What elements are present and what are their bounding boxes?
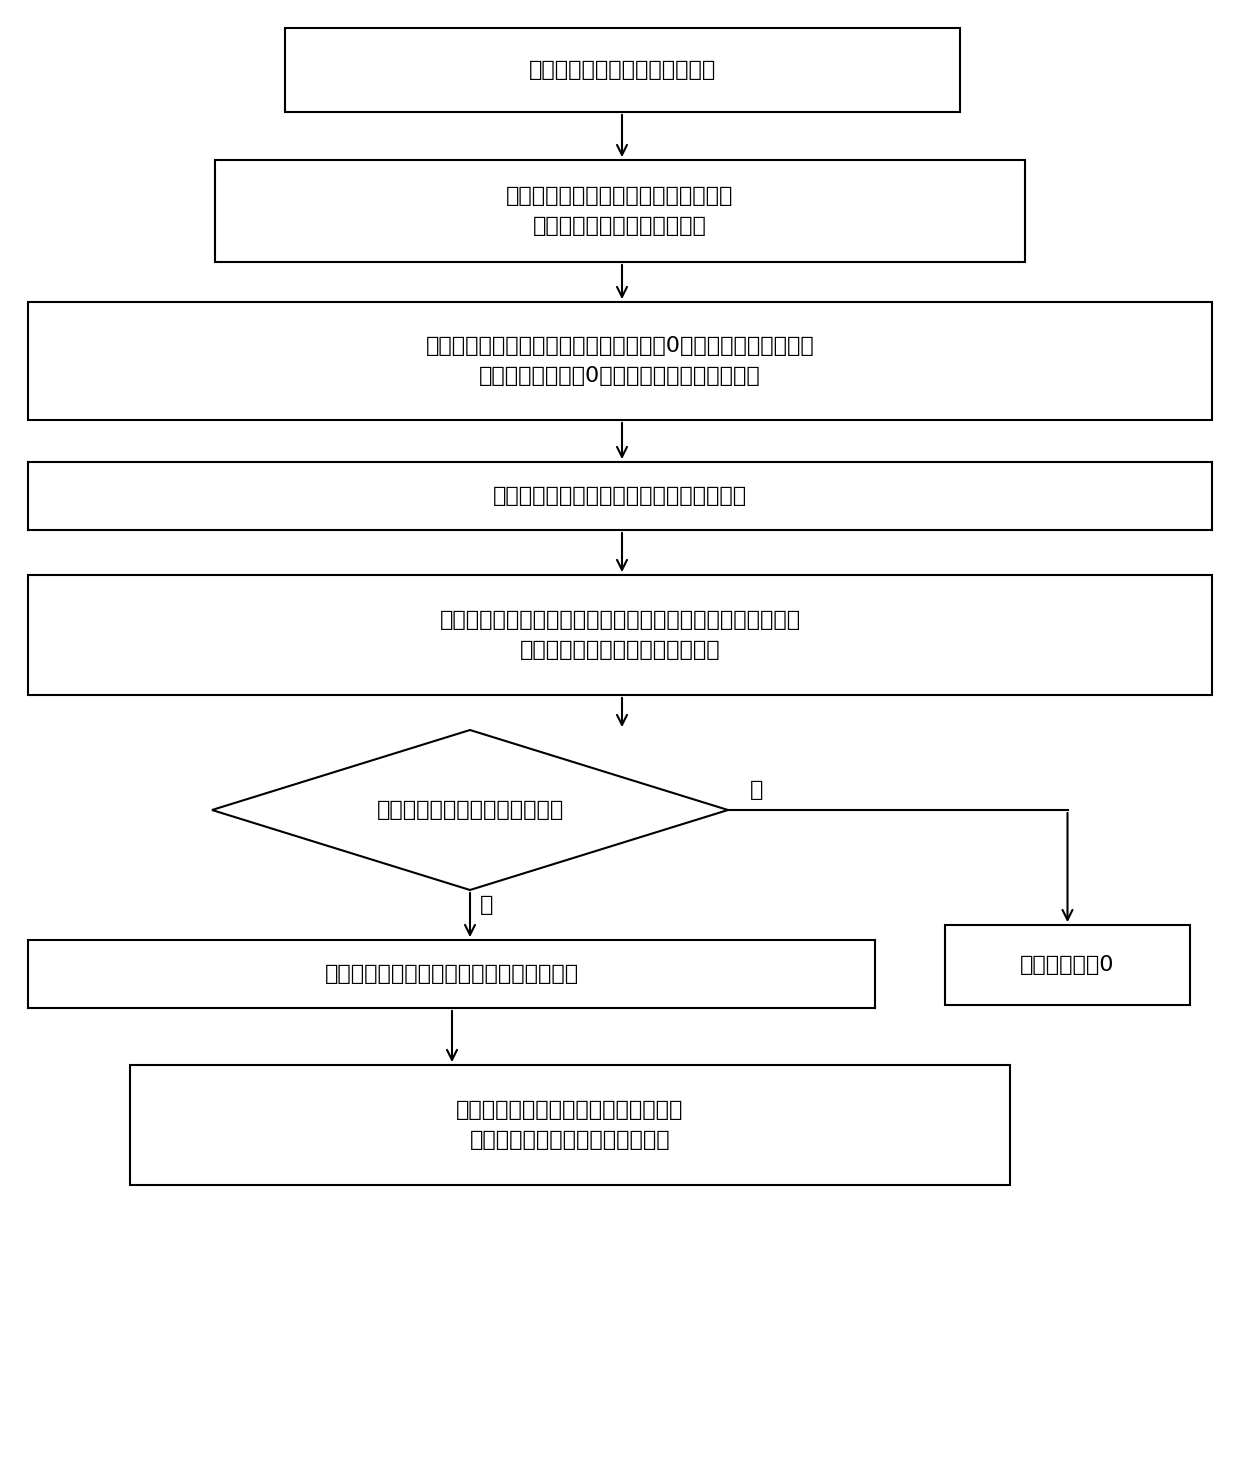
Text: 判断汽车防溜车功能是否能启动: 判断汽车防溜车功能是否能启动 (377, 800, 564, 819)
Text: 根据转速偏差和加速度偏差获取防溜坡扭矩: 根据转速偏差和加速度偏差获取防溜坡扭矩 (325, 964, 579, 985)
Text: 将电机转速的低频信号与设定的电机转速0区间范围值进行比较，
获取不在电机转速0区间范围内的第一电机转速: 将电机转速的低频信号与设定的电机转速0区间范围值进行比较， 获取不在电机转速0区… (425, 336, 815, 386)
Text: 将防溜坡扭矩与汽车当前制动扭矩进行
比较，输出补偿扭矩以使汽车驻停: 将防溜坡扭矩与汽车当前制动扭矩进行 比较，输出补偿扭矩以使汽车驻停 (456, 1100, 683, 1150)
Bar (945, 925, 1190, 1005)
Text: 否: 否 (750, 780, 764, 800)
Text: 将车速与第一电机转速比较得出转速偏差，将车辆加速度与标
准目标加速度比较得出加速度偏差: 将车速与第一电机转速比较得出转速偏差，将车辆加速度与标 准目标加速度比较得出加速… (439, 610, 801, 660)
Bar (130, 1065, 1011, 1185)
Text: 对修正的电机转速信号进行低通滤波，
获取电机转速信号的低频信号: 对修正的电机转速信号进行低通滤波， 获取电机转速信号的低频信号 (506, 186, 734, 236)
Text: 通过第一电机转速获取车速以及车辆加速度: 通过第一电机转速获取车速以及车辆加速度 (494, 486, 746, 506)
Text: 是: 是 (480, 895, 494, 914)
Bar (29, 301, 1211, 420)
Bar (215, 159, 1025, 262)
Text: 防溜坡扭矩为0: 防溜坡扭矩为0 (1021, 955, 1115, 974)
Text: 根据汽车档位修正电机转速信号: 根据汽车档位修正电机转速信号 (529, 60, 717, 80)
Bar (285, 28, 960, 113)
Bar (29, 575, 1211, 695)
